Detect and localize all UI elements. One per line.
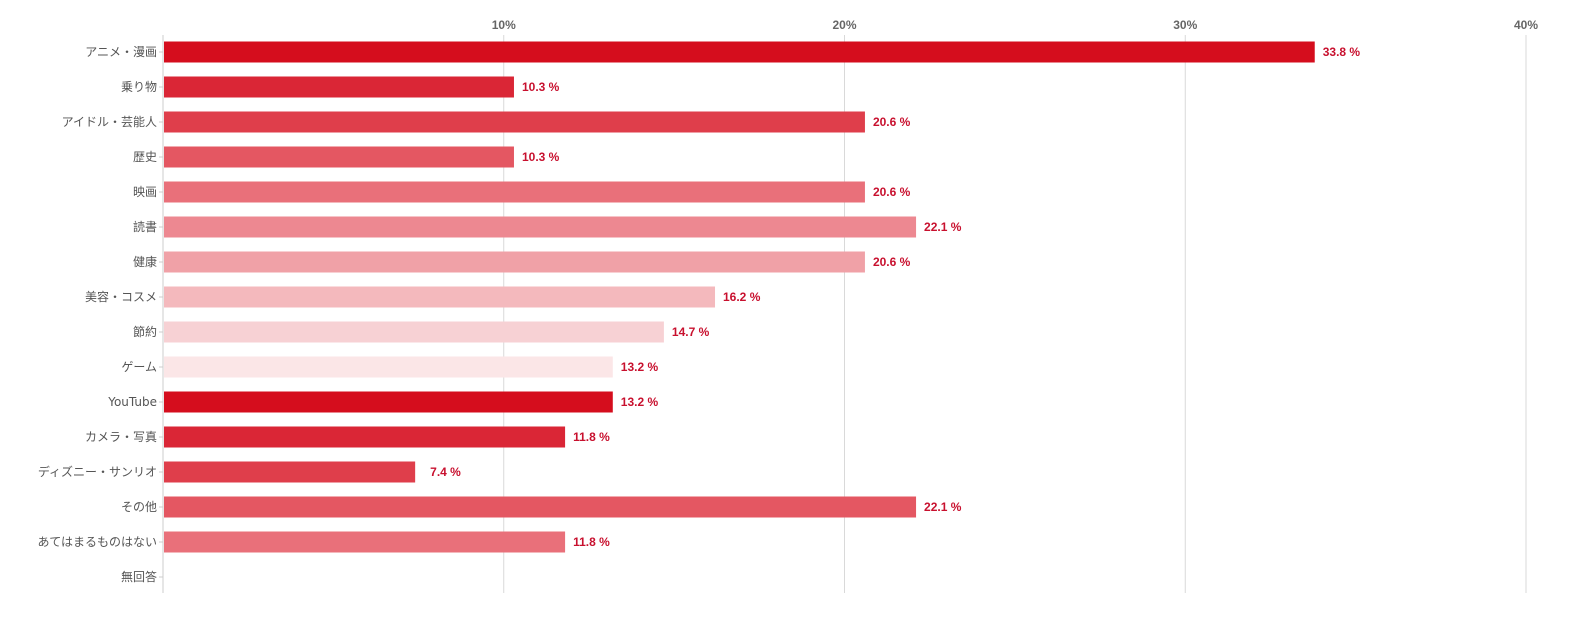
category-label: 乗り物 <box>121 80 157 94</box>
bar-7 <box>164 286 716 308</box>
bar-9 <box>164 356 613 378</box>
value-label: 11.8 % <box>573 535 610 549</box>
bar-13 <box>164 496 917 518</box>
bar-4 <box>164 181 865 203</box>
value-label: 20.6 % <box>873 255 911 269</box>
x-tick-label-20: 20% <box>832 18 856 32</box>
bar-3 <box>164 146 514 168</box>
category-label: YouTube <box>107 395 157 409</box>
value-label: 20.6 % <box>873 185 911 199</box>
bar-0 <box>164 41 1315 63</box>
value-label: 11.8 % <box>573 430 610 444</box>
category-label: 健康 <box>133 254 157 269</box>
bar-2 <box>164 111 865 133</box>
value-label: 7.4 % <box>430 465 461 479</box>
value-label: 10.3 % <box>522 150 560 164</box>
x-tick-label-30: 30% <box>1173 18 1197 32</box>
category-label: 読書 <box>133 219 157 234</box>
category-label: アイドル・芸能人 <box>62 115 157 129</box>
category-label: その他 <box>121 500 157 514</box>
value-label: 22.1 % <box>924 500 962 514</box>
value-label: 13.2 % <box>621 360 659 374</box>
x-tick-label-40: 40% <box>1514 18 1538 32</box>
category-label: 美容・コスメ <box>85 289 157 304</box>
bar-12 <box>164 461 416 483</box>
category-label: 映画 <box>133 185 157 199</box>
value-label: 20.6 % <box>873 115 911 129</box>
category-label: カメラ・写真 <box>85 430 157 444</box>
value-label: 14.7 % <box>672 325 710 339</box>
bar-10 <box>164 391 613 413</box>
bar-14 <box>164 531 566 553</box>
bar-11 <box>164 426 566 448</box>
category-label: アニメ・漫画 <box>85 45 157 59</box>
labels-layer: 10% 20% 30% 40% アニメ・漫画 33.8 % 乗り物 10.3 % アイドル・芸能… <box>37 18 1538 584</box>
category-label: 節約 <box>133 324 157 339</box>
x-tick-label-10: 10% <box>492 18 516 32</box>
bar-8 <box>164 321 664 343</box>
value-label: 10.3 % <box>522 80 560 94</box>
value-label: 16.2 % <box>723 290 761 304</box>
value-label: 33.8 % <box>1323 45 1361 59</box>
value-label: 13.2 % <box>621 395 659 409</box>
bars-layer <box>164 41 1315 553</box>
value-label: 22.1 % <box>924 220 962 234</box>
category-label: 無回答 <box>121 569 157 584</box>
bar-5 <box>164 216 917 238</box>
category-label: ディズニー・サンリオ <box>38 464 157 479</box>
category-label: あてはまるものはない <box>37 535 157 549</box>
category-label: 歴史 <box>133 150 157 164</box>
bar-1 <box>164 76 514 98</box>
category-label: ゲーム <box>121 360 157 374</box>
bar-6 <box>164 251 865 273</box>
